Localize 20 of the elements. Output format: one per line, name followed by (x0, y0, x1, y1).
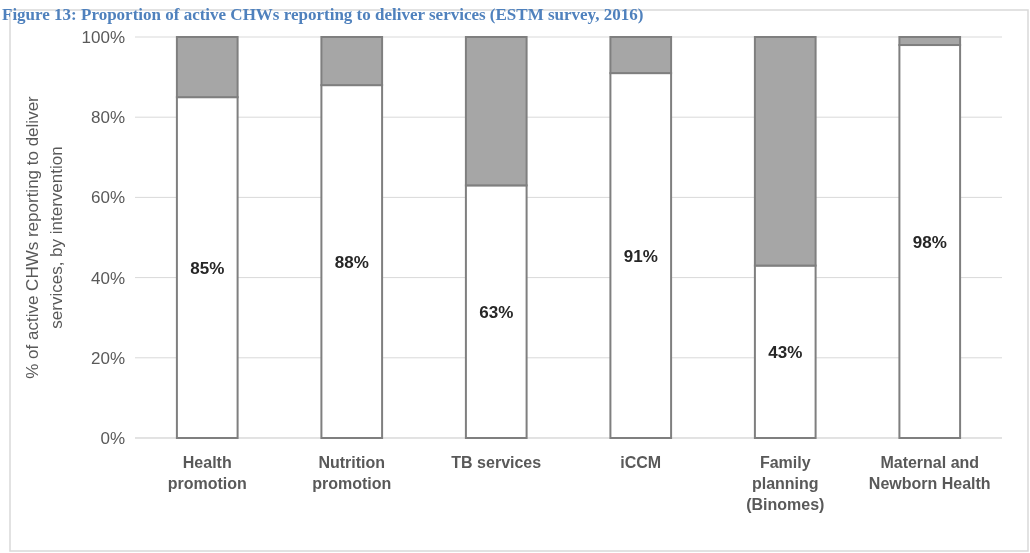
data-label: 85% (190, 258, 225, 278)
data-label: 98% (912, 232, 947, 252)
data-label: 43% (768, 342, 803, 362)
data-label: 91% (623, 246, 658, 266)
x-tick-label: Health promotion (167, 454, 247, 492)
data-label: 63% (479, 302, 514, 322)
y-axis-title: % of active CHWs reporting to deliver services, by intervention (23, 95, 66, 379)
y-tick-label: 60% (90, 188, 125, 208)
y-tick-label: 40% (90, 268, 125, 288)
y-tick-label: 100% (81, 28, 125, 47)
x-tick-label: Family planning (Binomes) (746, 454, 825, 513)
x-tick-label: iCCM (620, 454, 662, 471)
y-tick-label: 80% (90, 108, 125, 128)
y-tick-label: 20% (90, 348, 125, 368)
x-tick-label: Maternal and Newborn Health (868, 454, 991, 492)
y-tick-label: 0% (100, 429, 125, 448)
data-label: 88% (334, 252, 369, 272)
x-tick-label: TB services (451, 454, 542, 471)
x-tick-label: Nutrition promotion (312, 454, 392, 492)
chart-title: Figure 13: Proportion of active CHWs reporting to deliver services (ESTM survey, 2016) (2, 5, 644, 24)
